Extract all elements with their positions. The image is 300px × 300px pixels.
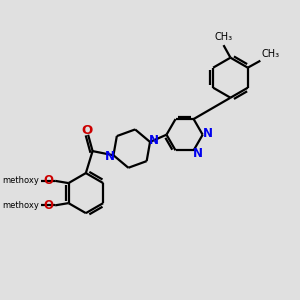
Text: O: O [81, 124, 93, 137]
Text: N: N [193, 147, 203, 160]
Text: N: N [148, 134, 159, 147]
Text: N: N [105, 150, 115, 163]
Text: methoxy: methoxy [2, 201, 39, 210]
Text: O: O [44, 200, 54, 212]
Text: N: N [203, 127, 213, 140]
Text: CH₃: CH₃ [262, 49, 280, 59]
Text: O: O [44, 174, 54, 187]
Text: CH₃: CH₃ [214, 32, 232, 42]
Text: methoxy: methoxy [2, 176, 39, 185]
